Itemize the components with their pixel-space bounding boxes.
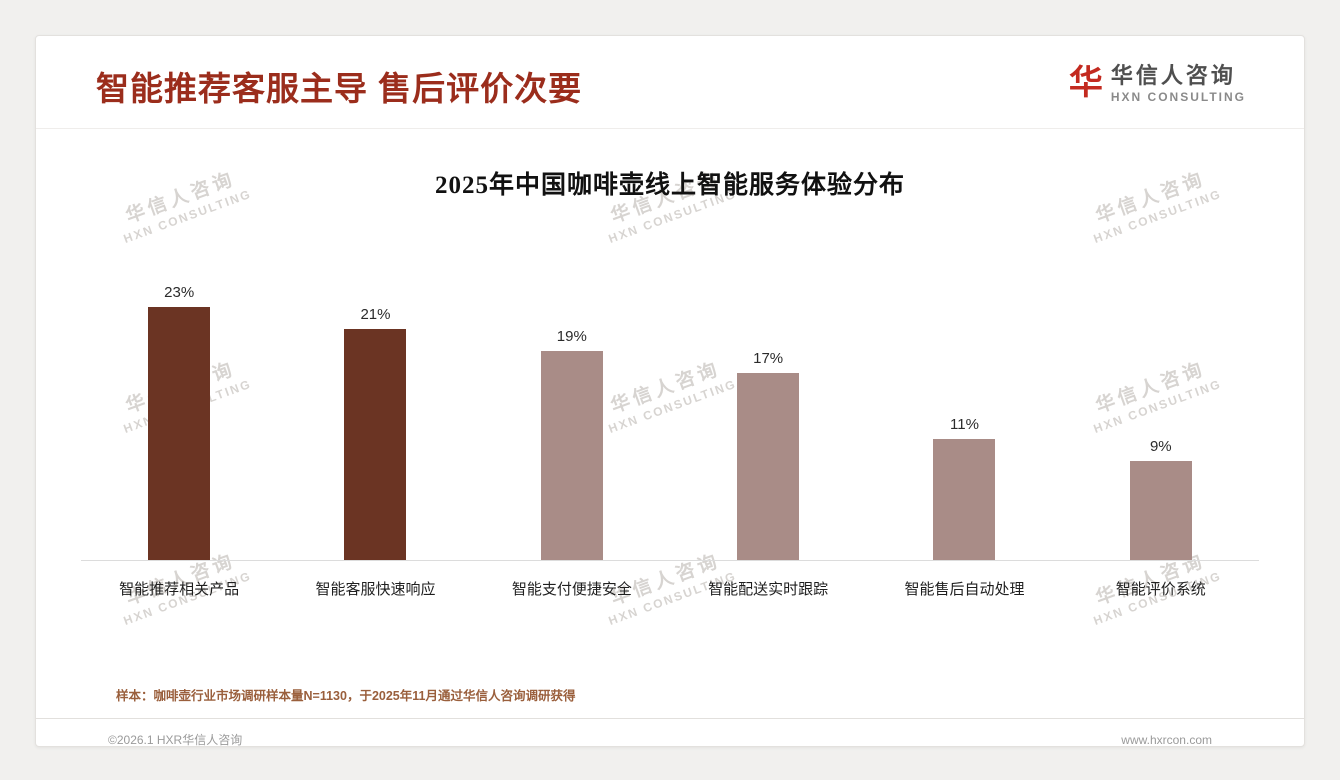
category-label: 智能推荐相关产品 xyxy=(119,581,240,598)
footer-divider xyxy=(36,718,1304,719)
logo-text: 华信人咨询 HXN CONSULTING xyxy=(1110,63,1246,105)
plot-area: 23% 21% 19% 17% 11% 9% xyxy=(81,201,1259,561)
bar-value-label: 17% xyxy=(753,350,784,367)
bar-chart: 2025年中国咖啡壶线上智能服务体验分布 23% 21% 19% 17% 11% 9% 智… xyxy=(81,165,1259,599)
bar xyxy=(933,439,996,560)
slide-footer: ©2026.1 HXR华信人咨询 www.hxrcon.com xyxy=(36,719,1304,747)
page-title: 智能推荐客服主导 售后评价次要 xyxy=(96,70,583,107)
logo-name: 华信人咨询 xyxy=(1110,63,1236,88)
slide-header: 智能推荐客服主导 售后评价次要 华 华信人咨询 HXN CONSULTING xyxy=(36,36,1304,129)
category-label: 智能售后自动处理 xyxy=(904,581,1025,598)
bar-value-label: 11% xyxy=(950,416,979,433)
copyright-text: ©2026.1 HXR华信人咨询 xyxy=(108,733,243,747)
bar-column: 23% xyxy=(81,284,277,560)
category-axis: 智能推荐相关产品 智能客服快速响应 智能支付便捷安全 智能配送实时跟踪 智能售后自动处理… xyxy=(81,561,1259,599)
bar-column: 17% xyxy=(670,350,866,560)
bar-column: 19% xyxy=(474,328,670,560)
bar-value-label: 19% xyxy=(556,328,587,345)
chart-title: 2025年中国咖啡壶线上智能服务体验分布 xyxy=(434,172,905,199)
category-label: 智能配送实时跟踪 xyxy=(708,581,829,598)
category-label: 智能支付便捷安全 xyxy=(511,581,632,598)
logo-subtitle: HXN CONSULTING xyxy=(1110,90,1246,105)
website-url: www.hxrcon.com xyxy=(1121,732,1212,747)
bar-value-label: 9% xyxy=(1149,438,1172,455)
category-label: 智能客服快速响应 xyxy=(315,581,436,598)
bar xyxy=(1129,461,1192,560)
bar-column: 9% xyxy=(1063,438,1259,560)
bar-value-label: 21% xyxy=(360,306,391,323)
bar xyxy=(737,373,800,560)
company-logo: 华 华信人咨询 HXN CONSULTING xyxy=(1069,62,1246,104)
bar-column: 11% xyxy=(866,416,1062,560)
bar xyxy=(540,351,603,560)
bar-column: 21% xyxy=(277,306,473,560)
logo-icon: 华 xyxy=(1068,65,1103,103)
slide-card: 华信人咨询 HXN CONSULTING 华信人咨询 HXN CONSULTING 华信… xyxy=(35,35,1305,747)
bar xyxy=(148,307,211,560)
sample-footnote: 样本：咖啡壶行业市场调研样本量N=1130，于2025年11月通过华信人咨询调研… xyxy=(116,689,576,703)
bar xyxy=(344,329,407,560)
bar-value-label: 23% xyxy=(164,284,195,301)
category-label: 智能评价系统 xyxy=(1115,581,1206,598)
